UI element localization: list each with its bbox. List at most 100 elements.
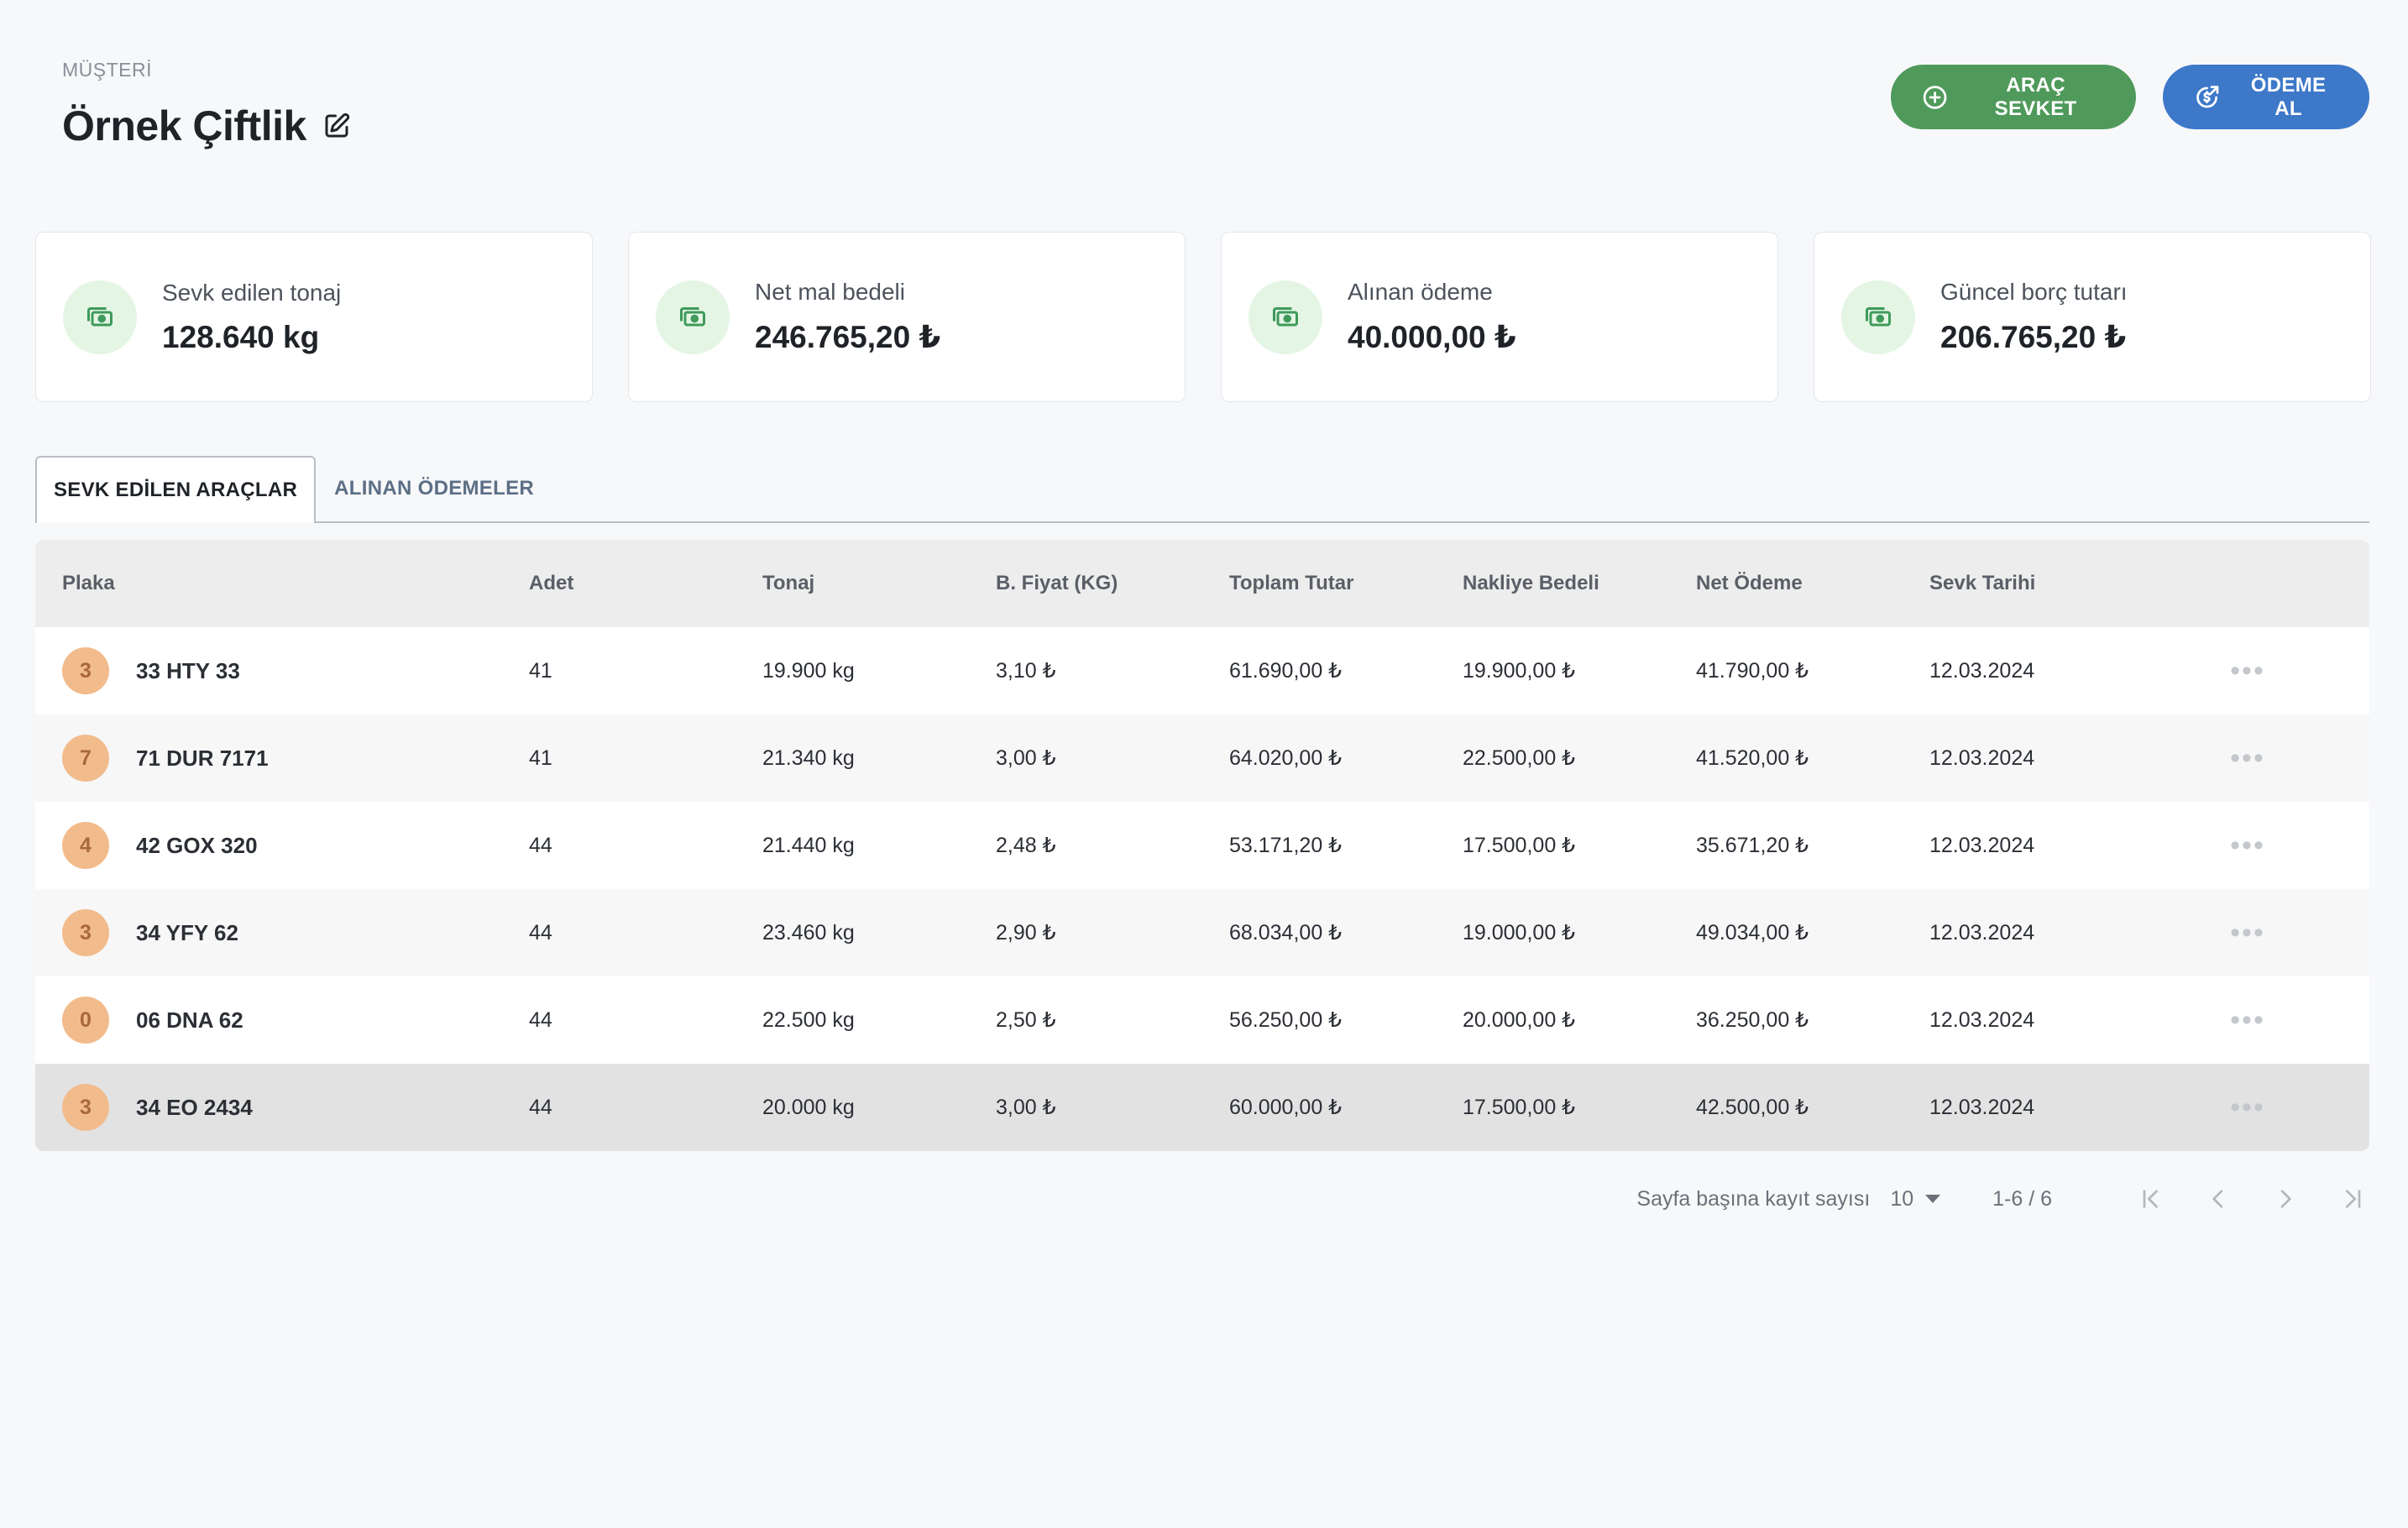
- cell-tonaj: 22.500 kg: [762, 1007, 855, 1032]
- cell-ship-date: 12.03.2024: [1929, 746, 2035, 770]
- column-header-plaka[interactable]: Plaka: [62, 572, 115, 594]
- table-row[interactable]: 3 33 HTY 33 41 19.900 kg 3,10 ₺ 61.690,00…: [35, 627, 2369, 714]
- rows-per-page-label: Sayfa başına kayıt sayısı: [1636, 1186, 1871, 1211]
- money-icon: [63, 280, 137, 354]
- cell-ship-date: 12.03.2024: [1929, 1007, 2035, 1032]
- last-page-icon[interactable]: [2336, 1182, 2369, 1216]
- cell-adet: 44: [529, 920, 552, 945]
- receive-payment-button[interactable]: ÖDEME AL: [2163, 65, 2369, 129]
- cell-ship-date: 12.03.2024: [1929, 833, 2035, 857]
- column-header-freight[interactable]: Nakliye Bedeli: [1463, 572, 1599, 594]
- stat-value: 206.765,20 ₺: [1940, 320, 2127, 354]
- tab-bar: SEVK EDİLEN ARAÇLAR ALINAN ÖDEMELER: [35, 456, 2369, 523]
- rows-per-page-select[interactable]: 10: [1890, 1186, 1941, 1211]
- table-row[interactable]: 4 42 GOX 320 44 21.440 kg 2,48 ₺ 53.171,2…: [35, 802, 2369, 889]
- avatar: 0: [62, 997, 109, 1044]
- stats-row: Sevk edilen tonaj 128.640 kg Net mal bed…: [35, 232, 2371, 402]
- cell-unit-price: 2,90 ₺: [996, 921, 1056, 945]
- next-page-icon[interactable]: [2269, 1182, 2302, 1216]
- cell-tonaj: 21.340 kg: [762, 746, 855, 770]
- cell-total: 61.690,00 ₺: [1229, 659, 1343, 683]
- header-actions: ARAÇ SEVKET ÖDEME AL: [1891, 65, 2369, 129]
- more-options-icon[interactable]: •••: [2230, 741, 2265, 774]
- table-row[interactable]: 3 34 EO 2434 44 20.000 kg 3,00 ₺ 60.000,0…: [35, 1064, 2369, 1151]
- avatar: 4: [62, 822, 109, 869]
- stat-value: 128.640 kg: [162, 319, 320, 354]
- cell-freight: 19.000,00 ₺: [1463, 921, 1576, 945]
- more-options-icon[interactable]: •••: [2230, 654, 2265, 687]
- cell-unit-price: 3,00 ₺: [996, 746, 1056, 770]
- cell-unit-price: 2,48 ₺: [996, 834, 1056, 857]
- plus-circle-icon: [1923, 85, 1947, 109]
- cell-net-payment: 41.790,00 ₺: [1696, 659, 1809, 683]
- cell-total: 53.171,20 ₺: [1229, 834, 1343, 857]
- cell-adet: 41: [529, 658, 552, 683]
- cell-total: 64.020,00 ₺: [1229, 746, 1343, 770]
- cell-net-payment: 35.671,20 ₺: [1696, 834, 1809, 857]
- cell-unit-price: 3,00 ₺: [996, 1096, 1056, 1119]
- cell-total: 60.000,00 ₺: [1229, 1096, 1343, 1119]
- page-title: Örnek Çiftlik: [62, 102, 306, 149]
- stat-card-net-goods-value: Net mal bedeli 246.765,20 ₺: [628, 232, 1186, 402]
- column-header-unit-price[interactable]: B. Fiyat (KG): [996, 572, 1118, 594]
- avatar: 3: [62, 647, 109, 694]
- stat-value: 40.000,00 ₺: [1348, 320, 1516, 354]
- cell-adet: 41: [529, 746, 552, 770]
- column-header-adet[interactable]: Adet: [529, 572, 574, 594]
- cell-unit-price: 3,10 ₺: [996, 659, 1056, 683]
- tab-shipped-vehicles[interactable]: SEVK EDİLEN ARAÇLAR: [35, 456, 317, 523]
- stat-card-shipped-tonnage: Sevk edilen tonaj 128.640 kg: [35, 232, 593, 402]
- more-options-icon[interactable]: •••: [2230, 1003, 2265, 1036]
- stat-label: Sevk edilen tonaj: [162, 279, 342, 306]
- cell-ship-date: 12.03.2024: [1929, 658, 2035, 683]
- stat-label: Net mal bedeli: [755, 279, 905, 305]
- ship-vehicle-button[interactable]: ARAÇ SEVKET: [1891, 65, 2136, 129]
- first-page-icon[interactable]: [2134, 1182, 2168, 1216]
- avatar: 3: [62, 1084, 109, 1131]
- cell-ship-date: 12.03.2024: [1929, 1095, 2035, 1119]
- rows-per-page-value: 10: [1890, 1186, 1914, 1211]
- cell-adet: 44: [529, 1095, 552, 1119]
- pagination-range: 1-6 / 6: [1992, 1186, 2052, 1211]
- cell-tonaj: 21.440 kg: [762, 833, 855, 857]
- plate-number: 42 GOX 320: [136, 832, 258, 858]
- column-header-net-payment[interactable]: Net Ödeme: [1696, 572, 1803, 594]
- cell-tonaj: 20.000 kg: [762, 1095, 855, 1119]
- column-header-ship-date[interactable]: Sevk Tarihi: [1929, 572, 2036, 594]
- cell-tonaj: 19.900 kg: [762, 658, 855, 683]
- cell-freight: 17.500,00 ₺: [1463, 834, 1576, 857]
- more-options-icon[interactable]: •••: [2230, 829, 2265, 861]
- cell-net-payment: 41.520,00 ₺: [1696, 746, 1809, 770]
- plate-number: 71 DUR 7171: [136, 745, 269, 771]
- stat-card-received-payment: Alınan ödeme 40.000,00 ₺: [1221, 232, 1778, 402]
- previous-page-icon[interactable]: [2201, 1182, 2235, 1216]
- table-row[interactable]: 7 71 DUR 7171 41 21.340 kg 3,00 ₺ 64.020,…: [35, 714, 2369, 802]
- table-row[interactable]: 3 34 YFY 62 44 23.460 kg 2,90 ₺ 68.034,00…: [35, 889, 2369, 976]
- table-row[interactable]: 0 06 DNA 62 44 22.500 kg 2,50 ₺ 56.250,00…: [35, 976, 2369, 1064]
- tab-received-payments[interactable]: ALINAN ÖDEMELER: [334, 477, 535, 500]
- table-header-row: Plaka Adet Tonaj B. Fiyat (KG) Toplam Tu…: [35, 540, 2369, 627]
- title-row: Örnek Çiftlik: [62, 102, 352, 150]
- money-icon: [656, 280, 730, 354]
- page-header: MÜŞTERİ Örnek Çiftlik: [62, 59, 352, 150]
- plate-number: 34 YFY 62: [136, 919, 238, 945]
- page-overline: MÜŞTERİ: [62, 59, 152, 81]
- edit-icon[interactable]: [322, 111, 352, 141]
- plate-number: 06 DNA 62: [136, 1007, 243, 1033]
- avatar: 7: [62, 735, 109, 782]
- avatar: 3: [62, 909, 109, 956]
- cell-ship-date: 12.03.2024: [1929, 920, 2035, 945]
- cell-freight: 17.500,00 ₺: [1463, 1096, 1576, 1119]
- cell-freight: 22.500,00 ₺: [1463, 746, 1576, 770]
- more-options-icon[interactable]: •••: [2230, 916, 2265, 949]
- column-header-tonaj[interactable]: Tonaj: [762, 572, 815, 594]
- money-icon: [1841, 280, 1915, 354]
- shipments-table: Plaka Adet Tonaj B. Fiyat (KG) Toplam Tu…: [35, 540, 2369, 1151]
- column-header-total[interactable]: Toplam Tutar: [1229, 572, 1354, 594]
- stat-value: 246.765,20 ₺: [755, 320, 941, 354]
- cell-tonaj: 23.460 kg: [762, 920, 855, 945]
- pagination: Sayfa başına kayıt sayısı 10 1-6 / 6: [1636, 1174, 2369, 1224]
- more-options-icon[interactable]: •••: [2230, 1091, 2265, 1123]
- cell-adet: 44: [529, 1007, 552, 1032]
